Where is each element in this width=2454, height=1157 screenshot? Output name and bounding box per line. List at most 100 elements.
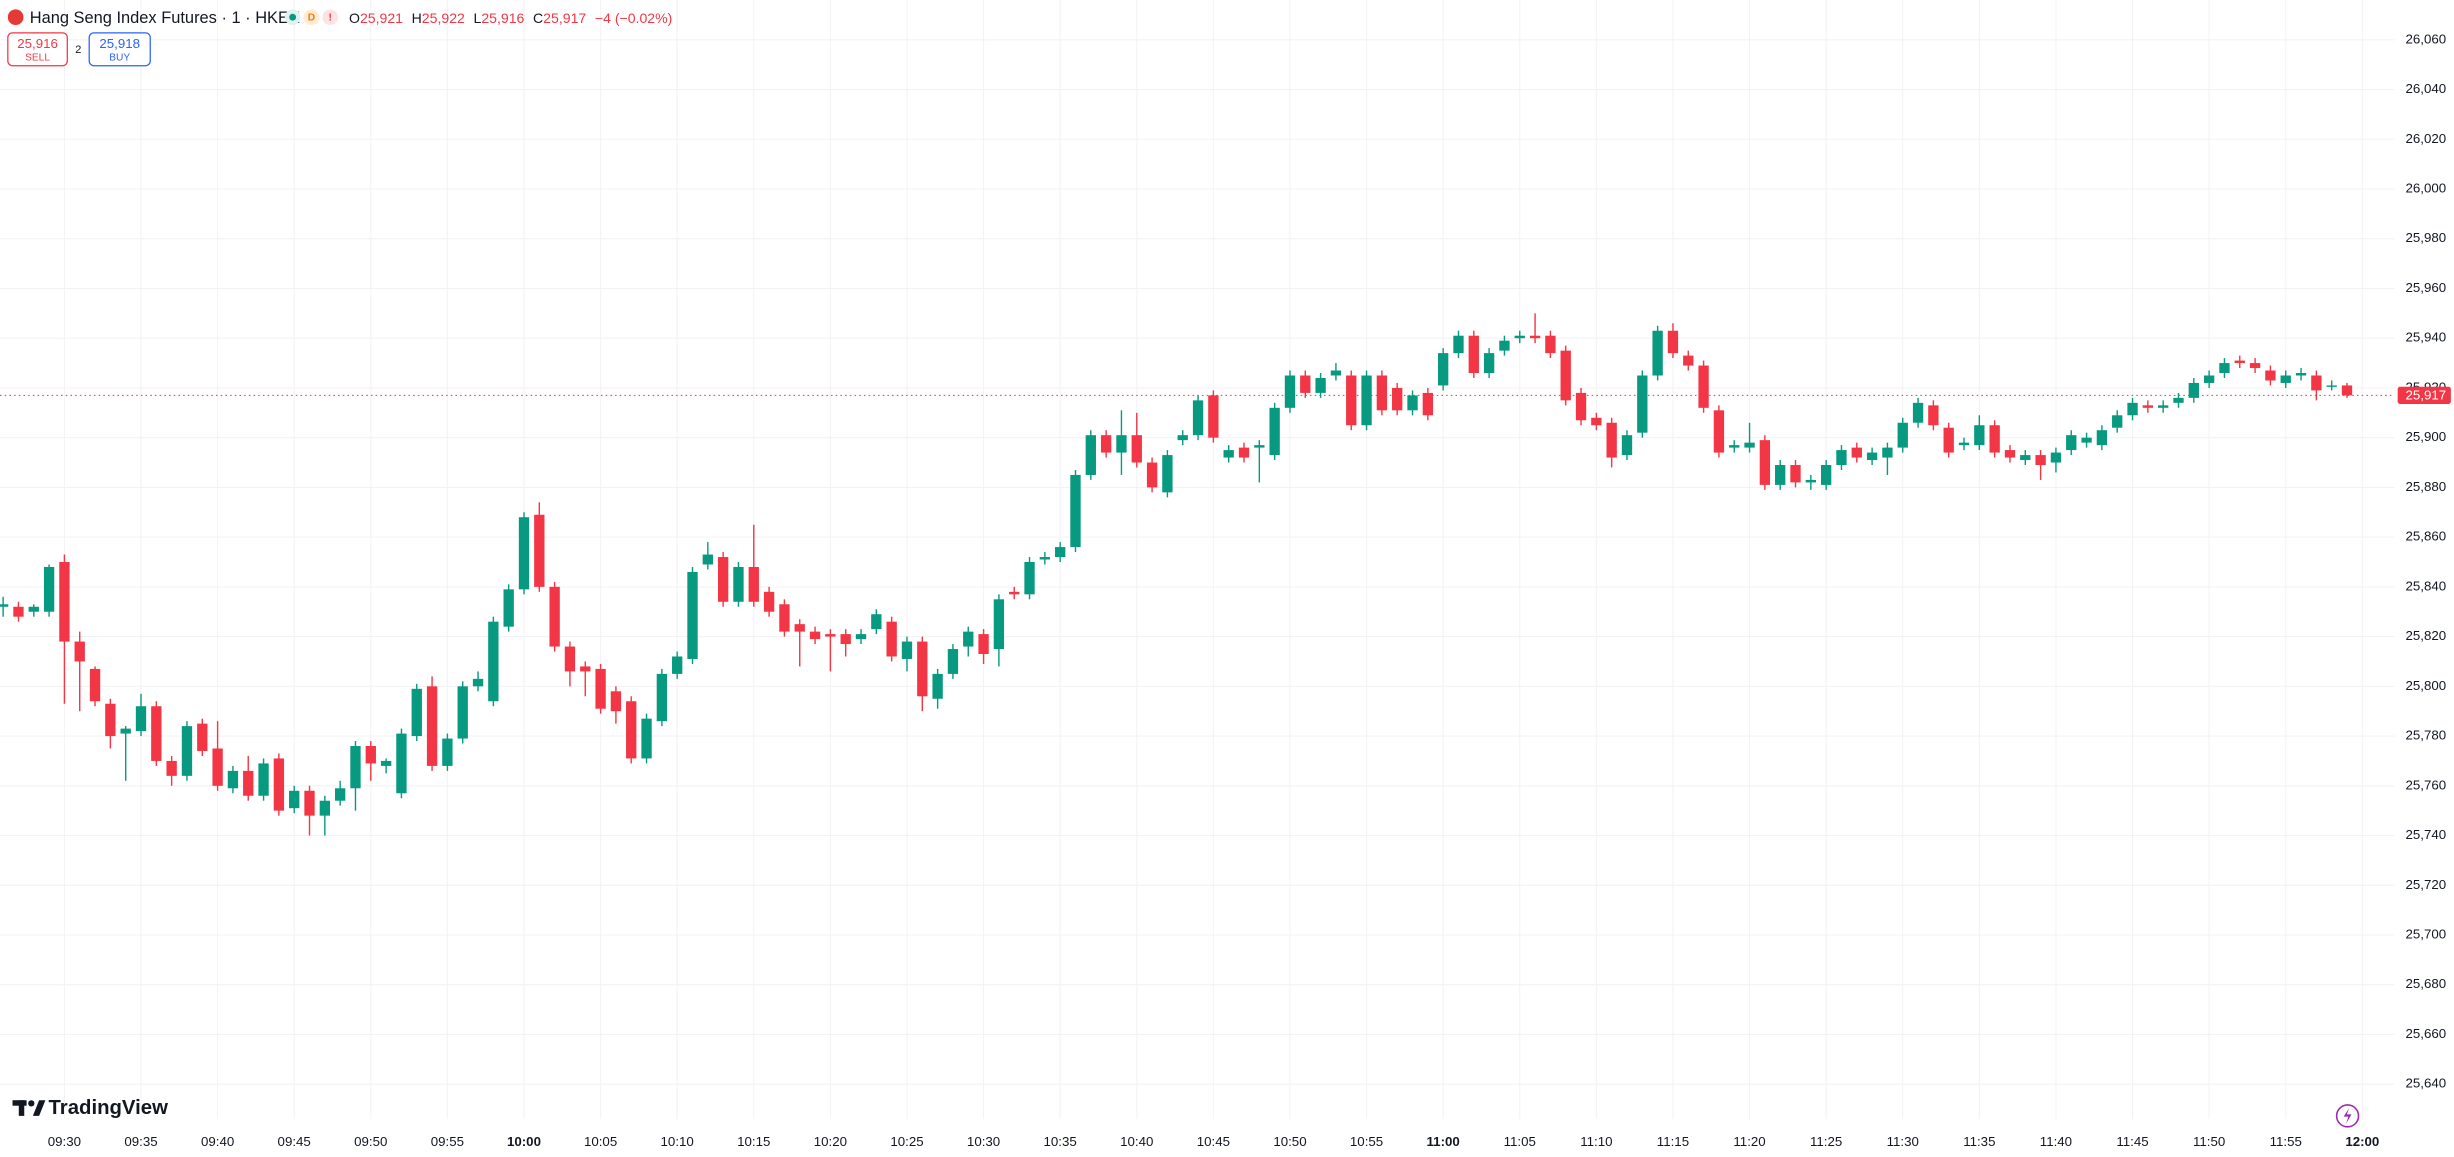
candle-body xyxy=(1775,465,1786,485)
x-tick-label: 11:30 xyxy=(1887,1134,1919,1149)
candle-body xyxy=(227,770,239,789)
candle-body xyxy=(166,760,177,776)
candle-body xyxy=(2203,375,2215,383)
buy-price: 25,918 xyxy=(99,36,140,51)
symbol-title[interactable]: Hang Seng Index Futures · 1 · HKEX xyxy=(30,9,300,27)
status-badge[interactable] xyxy=(303,9,320,26)
candle-body xyxy=(947,649,959,674)
candle-body xyxy=(319,800,331,816)
candle-body xyxy=(1085,435,1096,475)
candle-body xyxy=(1759,440,1771,485)
candle-body xyxy=(1713,410,1725,453)
candle-body xyxy=(2050,452,2062,463)
candle-body xyxy=(886,621,897,657)
status-badge[interactable] xyxy=(322,9,339,26)
candle-body xyxy=(43,566,55,612)
candle-body xyxy=(1055,547,1066,558)
candle-body xyxy=(1545,335,1556,354)
candle-body xyxy=(1315,377,1326,393)
candle-body xyxy=(672,656,683,674)
candle-body xyxy=(1529,335,1541,339)
candle-body xyxy=(1269,407,1280,456)
brand-name: TradingView xyxy=(49,1097,169,1119)
candle-body xyxy=(610,691,622,712)
y-tick-label: 26,000 xyxy=(2406,181,2447,196)
candle-body xyxy=(733,566,744,602)
x-tick-label: 10:10 xyxy=(661,1134,694,1149)
candle-body xyxy=(1729,445,1740,448)
candle-body xyxy=(1223,450,1234,458)
candle-body xyxy=(1330,370,1342,376)
y-tick-label: 25,960 xyxy=(2406,280,2447,295)
x-tick-label: 12:00 xyxy=(2345,1134,2379,1149)
candle-body xyxy=(932,673,943,699)
candle-body xyxy=(74,641,85,662)
candle-body xyxy=(595,668,606,709)
candle-body xyxy=(763,591,775,612)
buy-label: BUY xyxy=(109,53,130,64)
candle-body xyxy=(1667,330,1679,354)
y-tick-label: 25,660 xyxy=(2406,1026,2447,1041)
axes: 25,640 25,660 25,680 25,700 25,720 25,740 25,7… xyxy=(48,31,2451,1149)
sell-button[interactable] xyxy=(7,32,68,67)
ohlc-value: 25,922 xyxy=(422,10,465,26)
candle-body xyxy=(411,688,422,737)
candle-body xyxy=(2066,435,2077,451)
buy-button[interactable] xyxy=(88,32,151,67)
candle-body xyxy=(518,517,530,590)
candle-body xyxy=(273,758,285,811)
brand-logo[interactable]: TradingView xyxy=(12,1097,169,1119)
candle-body xyxy=(1039,557,1051,560)
candle-body xyxy=(1606,422,1617,458)
x-tick-label: 10:25 xyxy=(890,1134,923,1149)
status-d: D xyxy=(308,13,315,24)
ohlc-label: C xyxy=(533,10,543,26)
candle-body xyxy=(1943,427,1954,453)
candle-body xyxy=(1621,435,1633,456)
candle-body xyxy=(488,621,499,702)
candle-body xyxy=(702,554,713,565)
x-tick-label: 10:05 xyxy=(584,1134,617,1149)
y-tick-label: 25,640 xyxy=(2406,1076,2447,1091)
candle-body xyxy=(1637,375,1648,433)
candle-body xyxy=(181,726,193,776)
candle-body xyxy=(304,790,315,816)
candle-body xyxy=(687,571,698,659)
candle-body xyxy=(1392,387,1403,411)
y-tick-label: 26,020 xyxy=(2406,131,2447,146)
candle-body xyxy=(365,746,376,764)
ohlc-label: O xyxy=(349,10,360,26)
candle-body xyxy=(809,631,821,640)
candle-body xyxy=(1116,435,1127,453)
x-tick-label: 11:40 xyxy=(2040,1134,2072,1149)
x-tick-label: 09:35 xyxy=(124,1134,157,1149)
y-tick-label: 25,980 xyxy=(2406,230,2447,245)
candle-body xyxy=(1805,479,1816,483)
candle-body xyxy=(1177,435,1188,441)
candle-body xyxy=(1989,425,2000,453)
candle-body xyxy=(2265,370,2276,381)
candle-body xyxy=(656,673,668,722)
candle-body xyxy=(1070,474,1081,548)
candle-body xyxy=(442,738,453,766)
candle-body xyxy=(1928,405,1939,426)
alert-button[interactable] xyxy=(2335,1104,2360,1128)
x-tick-label: 10:50 xyxy=(1273,1134,1306,1149)
x-tick-label: 10:15 xyxy=(737,1134,770,1149)
ohlc-legend: O25,921 H25,922 L25,916 C25,917 −4 (−0.0… xyxy=(349,10,672,26)
candle-body xyxy=(2188,382,2199,398)
alert-icon xyxy=(2343,1108,2352,1124)
candle-body xyxy=(2081,437,2092,443)
x-tick-label: 11:25 xyxy=(1810,1134,1842,1149)
sell-label: SELL xyxy=(25,53,50,64)
x-tick-label: 11:00 xyxy=(1427,1134,1460,1149)
candle-body xyxy=(258,763,269,796)
candle-body xyxy=(1162,455,1173,493)
candle-body xyxy=(1790,465,1801,483)
candle-body xyxy=(2234,360,2245,364)
candle-body xyxy=(380,760,392,766)
x-tick-label: 09:50 xyxy=(354,1134,387,1149)
candle-body xyxy=(1376,375,1388,411)
candle-body xyxy=(105,703,116,737)
candle-body xyxy=(197,723,208,751)
